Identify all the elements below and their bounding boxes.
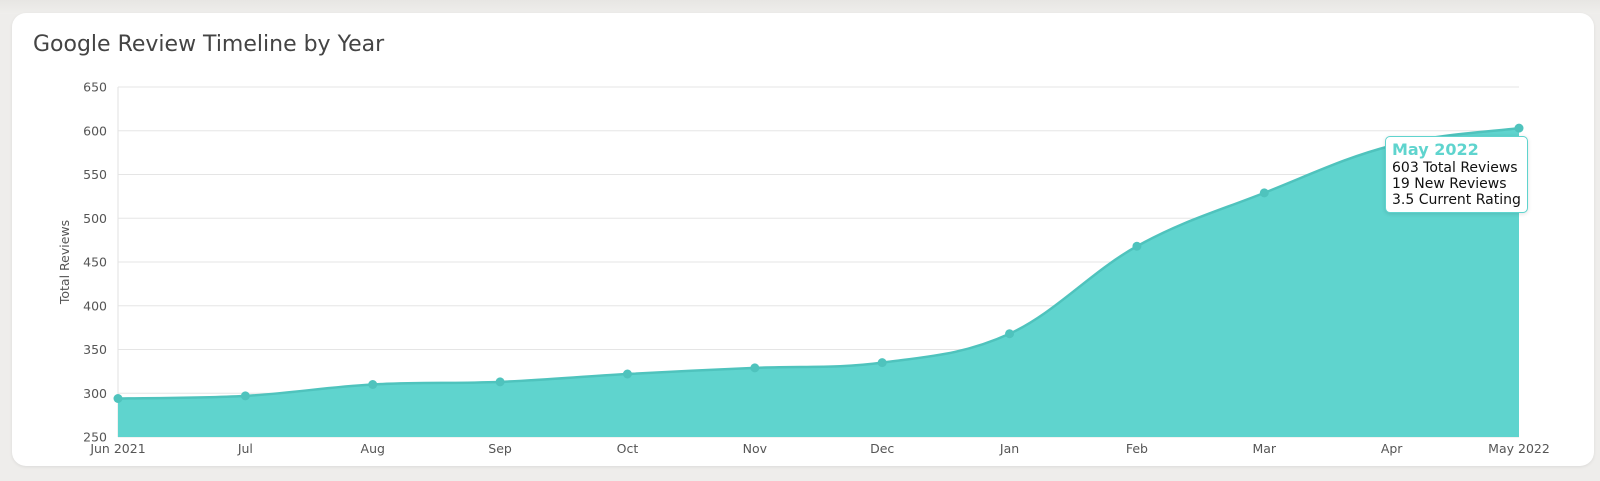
series-area — [118, 128, 1519, 437]
data-point-tooltip: May 2022 603 Total Reviews 19 New Review… — [1385, 136, 1528, 214]
x-tick-label: May 2022 — [1488, 441, 1550, 456]
y-tick-label: 650 — [83, 80, 107, 95]
y-tick-label: 550 — [83, 167, 107, 182]
y-tick-label: 350 — [83, 342, 107, 357]
chart-title: Google Review Timeline by Year — [33, 32, 385, 57]
data-point — [495, 377, 505, 387]
x-tick-label: Mar — [1252, 441, 1276, 456]
x-tick-label: Oct — [617, 441, 639, 456]
x-tick-label: Nov — [743, 441, 768, 456]
data-point — [622, 369, 632, 379]
tooltip-current-rating: 3.5 Current Rating — [1392, 192, 1521, 209]
y-tick-label: 500 — [83, 211, 107, 226]
x-tick-label: Jul — [237, 441, 253, 456]
tooltip-title: May 2022 — [1392, 140, 1479, 160]
x-tick-label: Aug — [361, 441, 385, 456]
x-tick-label: Sep — [488, 441, 512, 456]
x-tick-label: Apr — [1381, 441, 1403, 456]
x-tick-label: Dec — [870, 441, 894, 456]
series-line — [117, 126, 1520, 400]
data-point — [1259, 188, 1269, 198]
data-point — [240, 391, 250, 401]
x-tick-label: Feb — [1126, 441, 1148, 456]
tooltip-total-reviews: 603 Total Reviews — [1392, 160, 1518, 177]
data-point — [1132, 241, 1142, 251]
data-point — [1514, 123, 1524, 133]
data-point — [750, 363, 760, 373]
data-point — [877, 358, 887, 368]
data-point — [368, 380, 378, 389]
tooltip-new-reviews: 19 New Reviews — [1392, 176, 1507, 193]
y-tick-label: 600 — [83, 123, 107, 138]
y-tick-label: 250 — [83, 430, 107, 445]
y-tick-label: 450 — [83, 255, 107, 270]
y-tick-label: 300 — [83, 386, 107, 401]
page-background-strip — [0, 0, 1600, 14]
y-axis-title: Total Reviews — [57, 220, 72, 305]
x-tick-label: Jun 2021 — [89, 441, 145, 456]
data-point — [1005, 329, 1015, 339]
y-tick-label: 400 — [83, 298, 107, 313]
x-tick-label: Jan — [999, 441, 1019, 456]
data-point — [113, 394, 123, 403]
